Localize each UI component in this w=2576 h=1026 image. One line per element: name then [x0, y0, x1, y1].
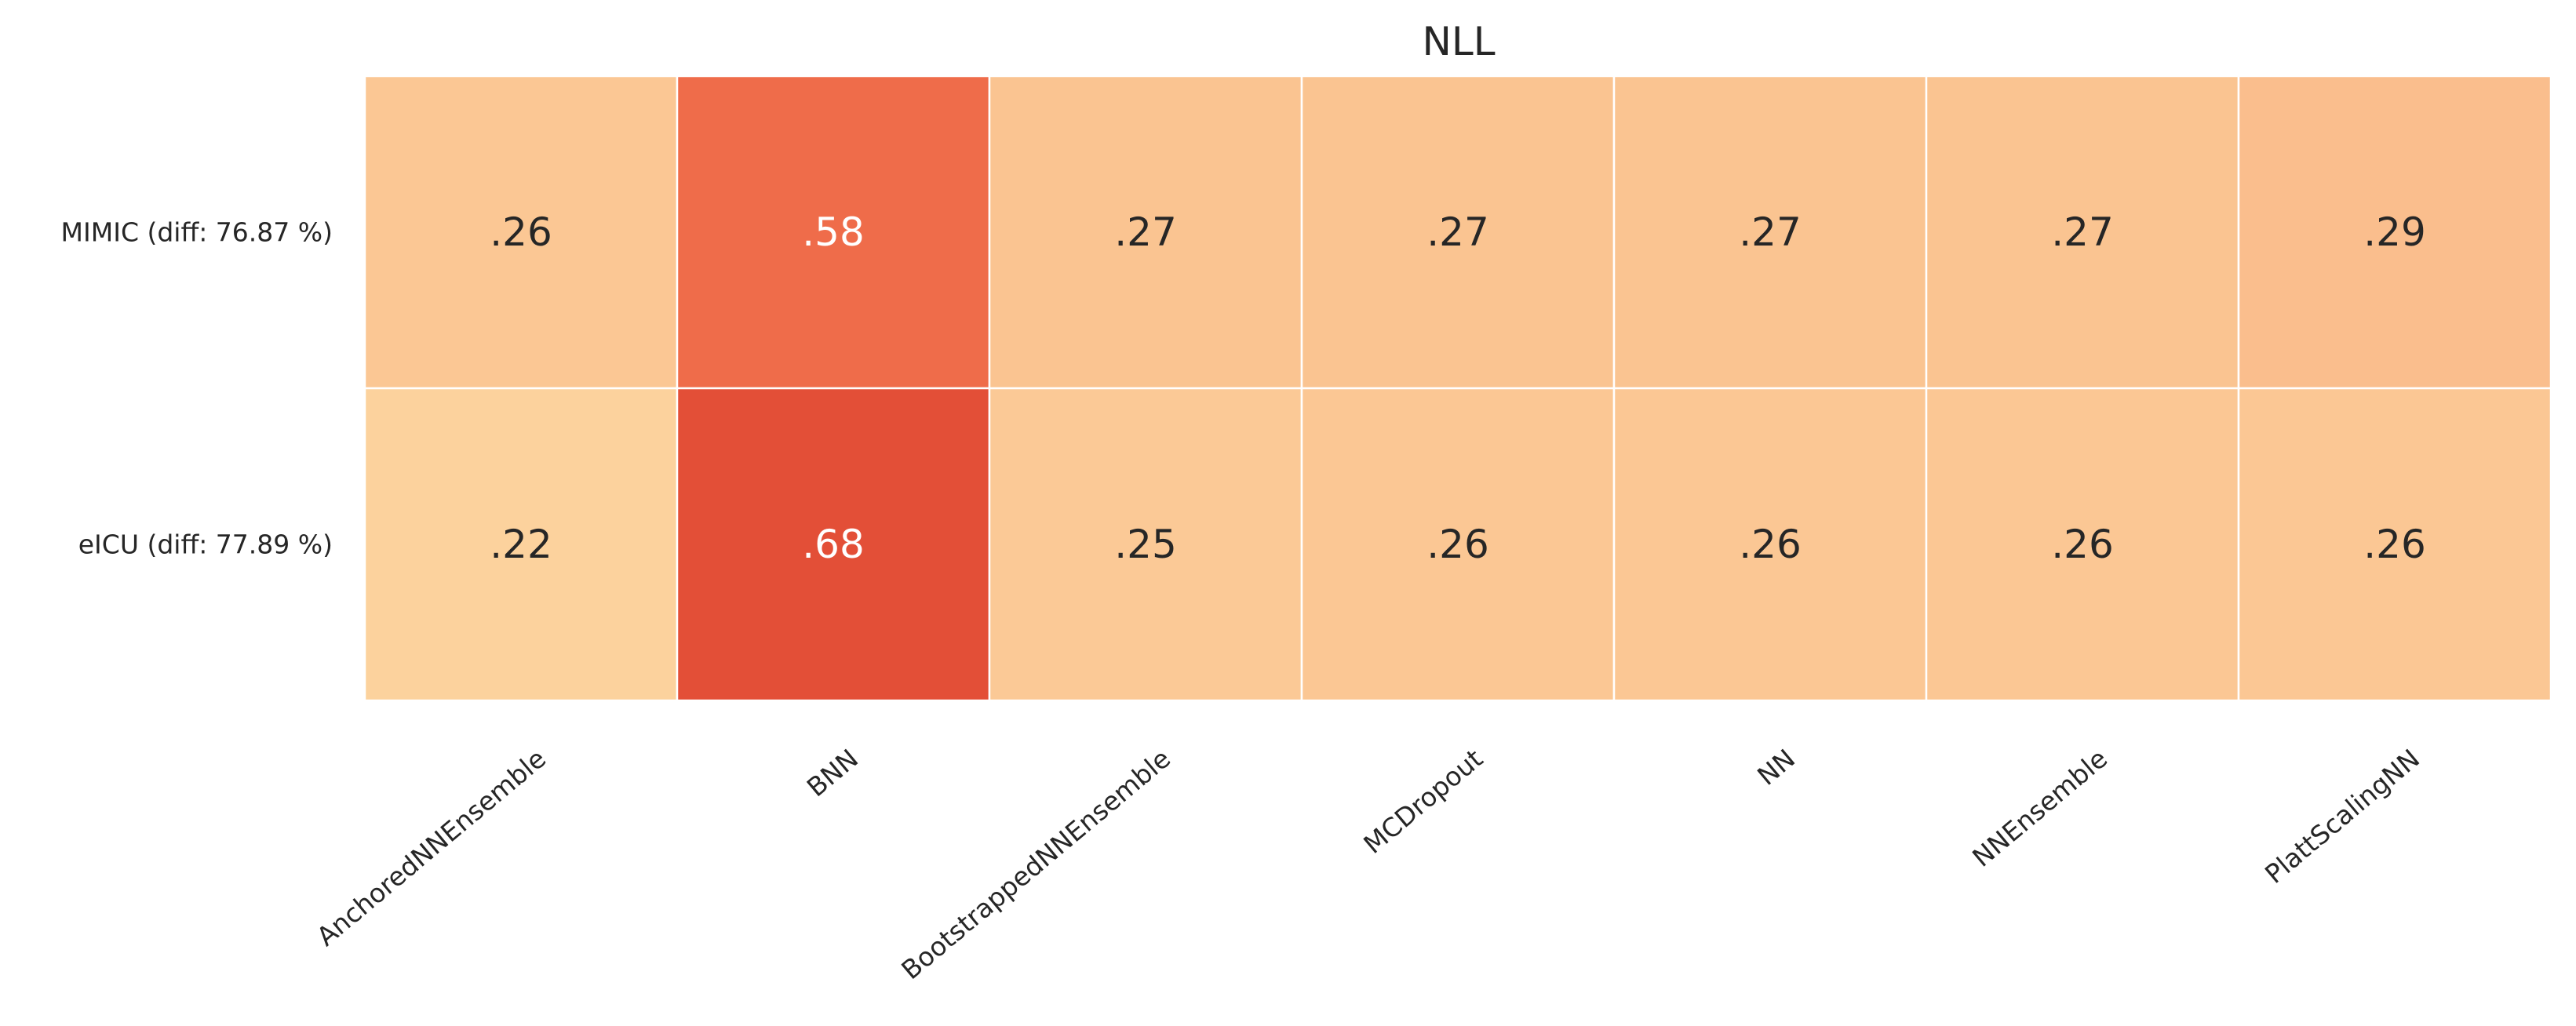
heatmap-cells [363, 75, 2552, 702]
row-label: eICU (diff: 77.89 %) [78, 529, 333, 560]
column-label: AnchoredNNEnsemble [311, 743, 552, 951]
heatmap-cell [1300, 75, 1616, 390]
cell-value-label: .26 [2051, 522, 2114, 567]
heatmap-cell [988, 387, 1303, 702]
row-label: MIMIC (diff: 76.87 %) [61, 217, 333, 248]
heatmap-cell [988, 75, 1303, 390]
heatmap-cell [2237, 75, 2552, 390]
heatmap-cell [1612, 387, 1928, 702]
column-label: MCDropout [1357, 743, 1488, 860]
cell-value-label: .26 [1426, 522, 1489, 567]
column-label: NNEnsemble [1966, 743, 2113, 873]
row-labels: MIMIC (diff: 76.87 %) eICU (diff: 77.89 %… [61, 217, 333, 560]
cell-value-label: .22 [490, 522, 552, 567]
cell-value-label: .68 [802, 522, 865, 567]
cell-value-label: .26 [2363, 522, 2426, 567]
column-label: NN [1751, 743, 1801, 791]
heatmap-cell [676, 387, 991, 702]
cell-value-label: .58 [802, 209, 865, 255]
cell-value-label: .29 [2363, 209, 2426, 255]
cell-value-label: .26 [1739, 522, 1802, 567]
cell-value-label: .25 [1114, 522, 1177, 567]
heatmap-cell [2237, 387, 2552, 702]
cell-value-label: .27 [1114, 209, 1177, 255]
column-label: BootstrappedNNEnsemble [895, 743, 1176, 985]
heatmap-cell [363, 75, 679, 390]
cell-value-label: .26 [490, 209, 552, 255]
heatmap-cell [363, 387, 679, 702]
heatmap-cell [676, 75, 991, 390]
cell-value-labels: .26 .58 .27 .27 .27 .27 .29 .22 .68 .25 .26 .26 .26.… [490, 209, 2426, 567]
heatmap-cell [1925, 75, 2240, 390]
column-labels: AnchoredNNEnsemble BNN BootstrappedNNEnsem… [311, 743, 2425, 985]
column-label: BNN [801, 743, 864, 802]
cell-value-label: .27 [2051, 209, 2114, 255]
cell-value-label: .27 [1426, 209, 1489, 255]
chart-title: NLL [1422, 19, 1495, 64]
cell-value-label: .27 [1739, 209, 1802, 255]
heatmap-cell [1612, 75, 1928, 390]
column-label: PlattScalingNN [2259, 743, 2425, 890]
heatmap-cell [1925, 387, 2240, 702]
